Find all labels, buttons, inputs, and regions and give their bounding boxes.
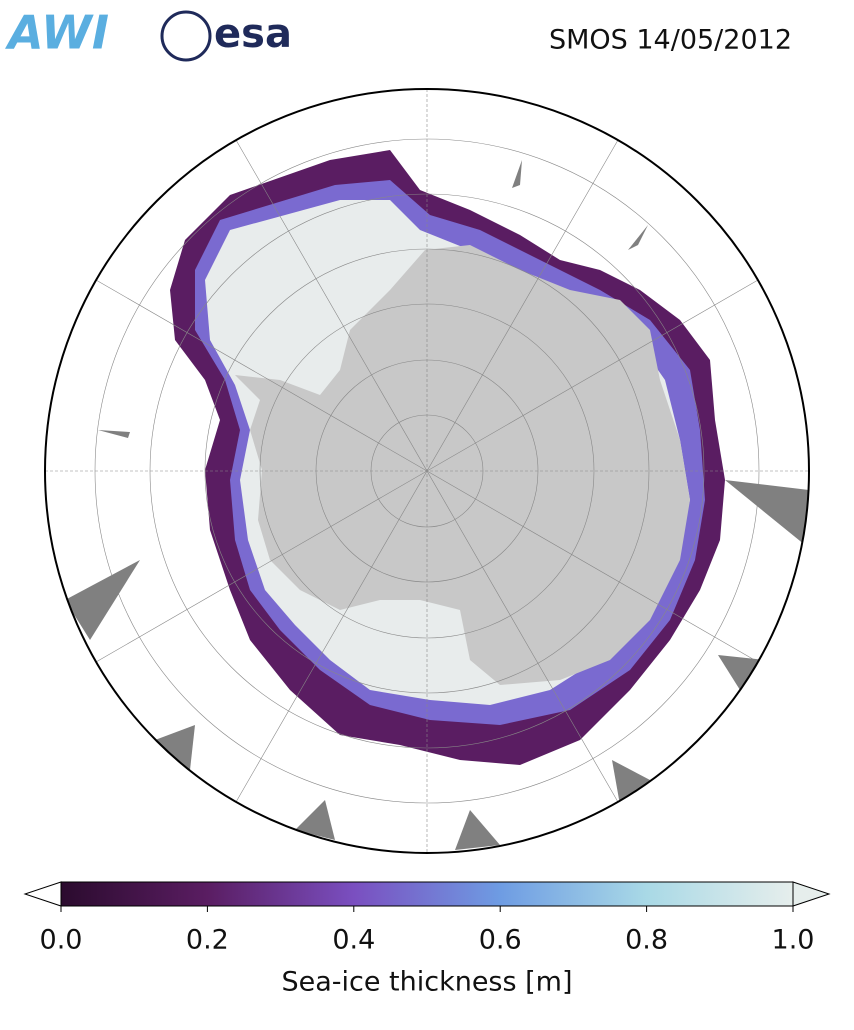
colorbar-label: Sea-ice thickness [m] — [281, 967, 572, 998]
esa-emblem — [160, 10, 212, 62]
colorbar-under — [23, 881, 62, 907]
antarctica — [235, 245, 690, 685]
colorbar-over — [792, 881, 831, 907]
awi-logo: AWI — [5, 6, 109, 60]
colorbar — [23, 881, 831, 907]
colorbar-tick-label: 0.0 — [40, 925, 83, 956]
graticule — [45, 89, 809, 853]
colorbar-tick-label: 1.0 — [772, 925, 815, 956]
map-title: SMOS 14/05/2012 — [549, 25, 792, 56]
colorbar-tick-label: 0.6 — [479, 925, 522, 956]
colorbar-tick-label: 0.8 — [625, 925, 668, 956]
colorbar-bar — [60, 881, 794, 907]
esa-logo: esa — [214, 11, 292, 57]
colorbar-tick-label: 0.2 — [186, 925, 229, 956]
colorbar-tick-label: 0.4 — [332, 925, 375, 956]
map — [45, 89, 809, 853]
map-boundary — [44, 88, 810, 854]
land-masses — [65, 160, 809, 850]
